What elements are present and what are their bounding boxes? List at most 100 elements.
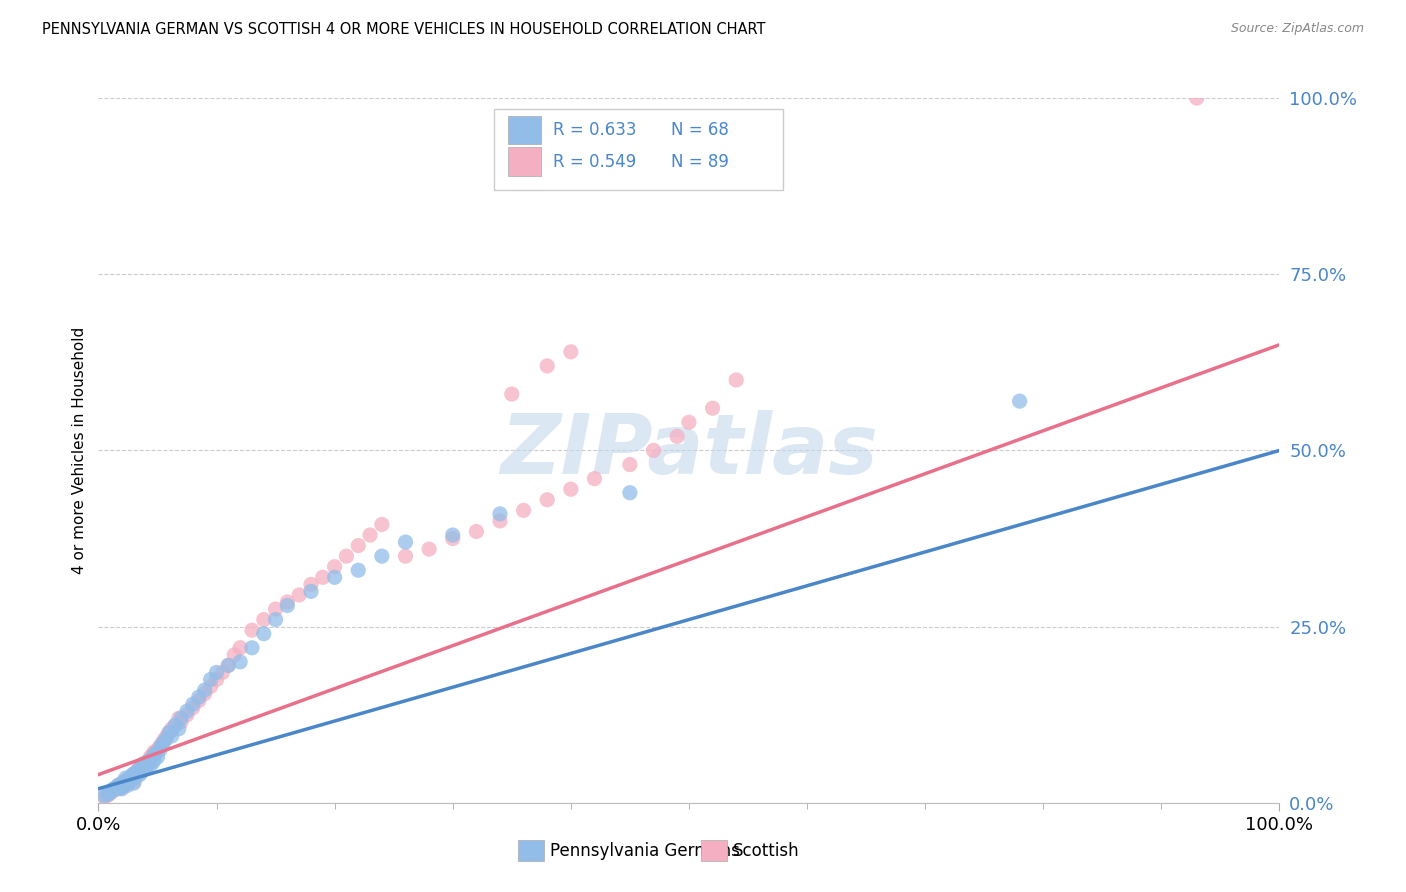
Text: R = 0.549: R = 0.549 (553, 153, 637, 170)
Point (240, 623, 263, 637)
Point (489, 514, 512, 528)
Point (465, 524, 488, 539)
Point (560, 344, 582, 359)
Point (205, 673, 228, 687)
Point (120, 773, 142, 788)
Text: N = 68: N = 68 (671, 120, 730, 139)
Text: N = 89: N = 89 (671, 153, 730, 170)
Point (155, 732, 177, 747)
Point (117, 776, 139, 790)
Point (299, 584, 322, 599)
Point (146, 743, 169, 757)
Point (105, 780, 128, 795)
Point (120, 771, 142, 785)
Point (108, 780, 131, 795)
Point (276, 599, 298, 613)
Point (136, 755, 159, 769)
Point (150, 736, 173, 750)
Point (224, 648, 246, 662)
Point (167, 722, 190, 736)
Point (176, 704, 198, 718)
Point (111, 780, 134, 795)
Point (118, 773, 141, 788)
Point (112, 778, 135, 792)
Point (441, 532, 464, 546)
Point (125, 769, 148, 783)
Point (112, 778, 135, 792)
Point (143, 747, 166, 761)
Point (142, 754, 165, 768)
Point (583, 472, 606, 486)
Point (105, 780, 128, 795)
Point (132, 757, 155, 772)
Point (142, 745, 165, 759)
Point (264, 602, 287, 616)
Point (157, 725, 180, 739)
Point (98, 785, 121, 799)
Point (122, 774, 145, 789)
Point (441, 528, 464, 542)
Point (146, 750, 169, 764)
Point (128, 762, 150, 776)
Point (312, 570, 335, 584)
Point (135, 762, 157, 776)
Point (121, 771, 143, 785)
Point (165, 718, 187, 732)
Point (135, 759, 157, 773)
Point (129, 760, 152, 774)
Point (121, 769, 143, 783)
Y-axis label: 4 or more Vehicles in Household: 4 or more Vehicles in Household (72, 326, 87, 574)
Point (619, 485, 641, 500)
Point (152, 736, 174, 750)
Point (347, 563, 370, 577)
Point (536, 359, 558, 373)
Point (253, 613, 276, 627)
Point (101, 783, 124, 797)
Point (117, 774, 139, 789)
Text: PENNSYLVANIA GERMAN VS SCOTTISH 4 OR MORE VEHICLES IN HOUSEHOLD CORRELATION CHAR: PENNSYLVANIA GERMAN VS SCOTTISH 4 OR MOR… (42, 22, 766, 37)
Point (187, 690, 209, 705)
Point (560, 482, 582, 496)
Text: Source: ZipAtlas.com: Source: ZipAtlas.com (1230, 22, 1364, 36)
Point (112, 774, 135, 789)
Point (110, 778, 132, 792)
Point (97, 788, 120, 802)
Point (678, 415, 700, 429)
Point (122, 769, 145, 783)
Point (114, 771, 136, 785)
Point (211, 665, 233, 680)
Point (135, 755, 157, 769)
Point (139, 750, 162, 764)
Point (131, 764, 153, 778)
Point (167, 711, 190, 725)
Point (114, 774, 136, 789)
Point (124, 766, 146, 780)
Point (107, 778, 129, 792)
Point (187, 693, 209, 707)
Point (253, 626, 276, 640)
Point (121, 769, 143, 783)
Point (200, 680, 222, 694)
Point (205, 665, 228, 680)
Point (394, 549, 416, 564)
Point (643, 443, 665, 458)
Point (359, 528, 381, 542)
Point (264, 613, 287, 627)
Point (141, 757, 163, 772)
Point (200, 673, 222, 687)
Bar (494, 109, 783, 190)
Point (138, 754, 160, 768)
Point (394, 535, 416, 549)
Point (418, 542, 440, 557)
Point (105, 781, 128, 796)
Point (107, 778, 129, 792)
Point (170, 714, 193, 729)
Point (371, 549, 394, 564)
Text: ZIPatlas: ZIPatlas (501, 410, 877, 491)
Point (103, 781, 125, 796)
Point (217, 658, 239, 673)
Point (170, 711, 193, 725)
Point (118, 771, 141, 785)
Point (489, 507, 512, 521)
Point (96, 789, 118, 803)
